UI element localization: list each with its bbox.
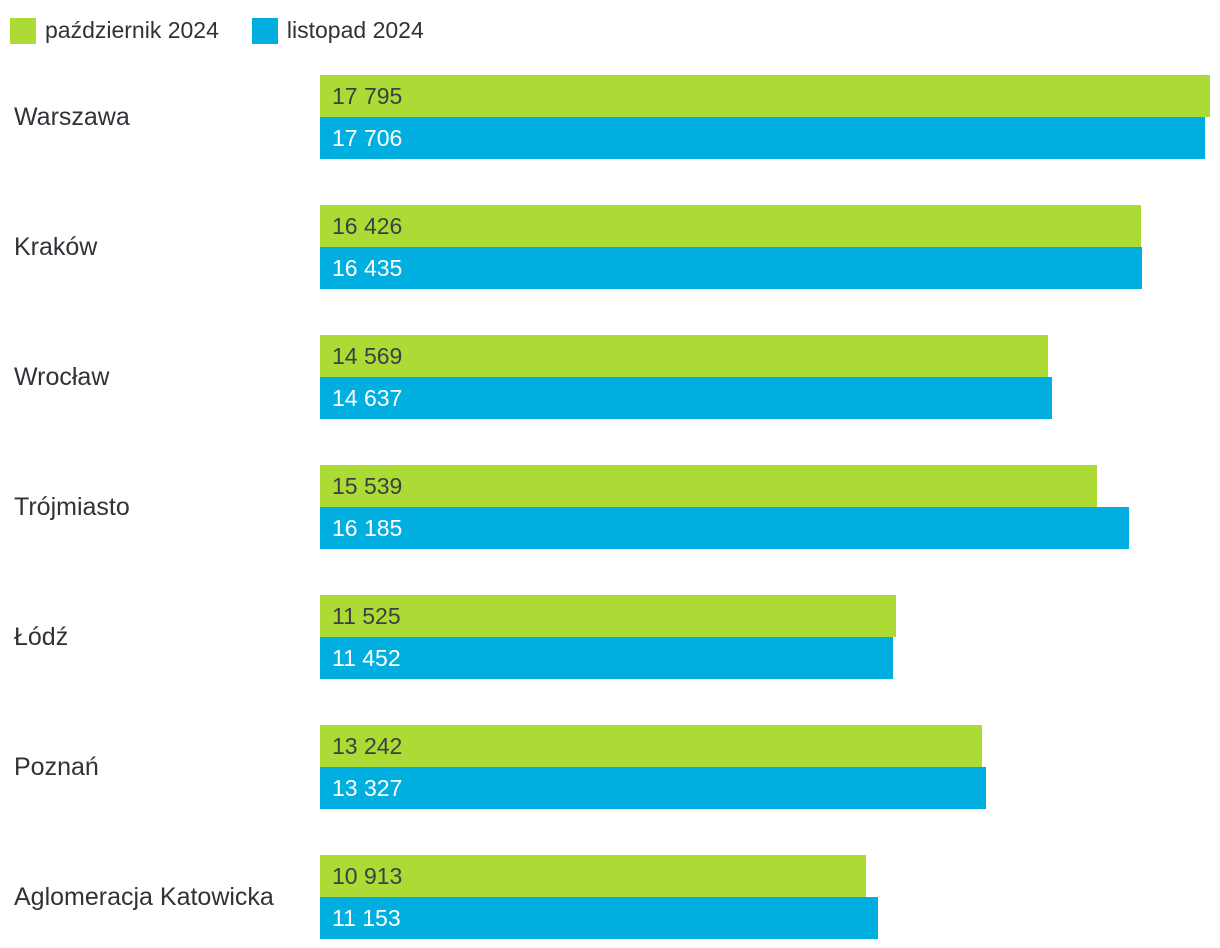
bar-value-label: 16 185	[332, 514, 403, 541]
legend-item-november: listopad 2024	[251, 17, 424, 44]
category-label: Łódź	[14, 622, 69, 651]
chart-row: Łódź 11 525 11 452	[0, 595, 1220, 725]
chart-rows: Warszawa 17 795 17 706 Kraków 16 426 16 435 Wr…	[0, 75, 1220, 948]
bar-group: 10 913 11 153	[320, 855, 878, 939]
category-label: Warszawa	[14, 102, 130, 131]
bar-listopad: 16 435	[320, 247, 1142, 289]
bar-listopad: 11 452	[320, 637, 893, 679]
bar-pazdziernik: 17 795	[320, 75, 1210, 117]
legend-label-november: listopad 2024	[286, 17, 424, 43]
bar-value-label: 11 153	[332, 904, 401, 931]
legend-swatch-october	[10, 17, 36, 44]
bar-value-label: 14 569	[332, 342, 403, 369]
bar-listopad: 13 327	[320, 767, 986, 809]
legend-swatch-november	[251, 17, 278, 44]
chart-row: Aglomeracja Katowicka 10 913 11 153	[0, 855, 1220, 948]
bar-value-label: 13 327	[332, 774, 403, 801]
bar-pazdziernik: 16 426	[320, 205, 1141, 247]
bar-pazdziernik: 13 242	[320, 725, 982, 767]
bar-group: 15 539 16 185	[320, 465, 1129, 549]
chart-row: Warszawa 17 795 17 706	[0, 75, 1220, 205]
bar-value-label: 16 435	[332, 254, 403, 281]
category-label: Aglomeracja Katowicka	[14, 882, 274, 911]
legend-label-october: październik 2024	[45, 17, 219, 43]
bar-group: 11 525 11 452	[320, 595, 896, 679]
bar-group: 14 569 14 637	[320, 335, 1052, 419]
bar-value-label: 14 637	[332, 384, 403, 411]
category-label: Trójmiasto	[14, 492, 130, 521]
bar-value-label: 11 525	[332, 602, 401, 629]
bar-pazdziernik: 10 913	[320, 855, 866, 897]
bar-listopad: 17 706	[320, 117, 1205, 159]
bar-listopad: 14 637	[320, 377, 1052, 419]
chart-row: Trójmiasto 15 539 16 185	[0, 465, 1220, 595]
bar-listopad: 16 185	[320, 507, 1129, 549]
bar-value-label: 15 539	[332, 472, 403, 499]
bar-value-label: 17 706	[332, 124, 403, 151]
bar-value-label: 10 913	[332, 862, 403, 889]
bar-group: 13 242 13 327	[320, 725, 986, 809]
bar-pazdziernik: 15 539	[320, 465, 1097, 507]
bar-value-label: 11 452	[332, 644, 401, 671]
chart-row: Kraków 16 426 16 435	[0, 205, 1220, 335]
chart-row: Wrocław 14 569 14 637	[0, 335, 1220, 465]
legend-item-october: październik 2024	[10, 17, 219, 44]
bar-value-label: 17 795	[332, 82, 403, 109]
legend: październik 2024 listopad 2024	[10, 17, 424, 44]
bar-group: 17 795 17 706	[320, 75, 1210, 159]
bar-pazdziernik: 11 525	[320, 595, 896, 637]
bar-value-label: 13 242	[332, 732, 403, 759]
category-label: Poznań	[14, 752, 99, 781]
category-label: Wrocław	[14, 362, 110, 391]
chart-row: Poznań 13 242 13 327	[0, 725, 1220, 855]
bar-group: 16 426 16 435	[320, 205, 1142, 289]
bar-listopad: 11 153	[320, 897, 878, 939]
category-label: Kraków	[14, 232, 98, 261]
bar-pazdziernik: 14 569	[320, 335, 1048, 377]
bar-value-label: 16 426	[332, 212, 403, 239]
